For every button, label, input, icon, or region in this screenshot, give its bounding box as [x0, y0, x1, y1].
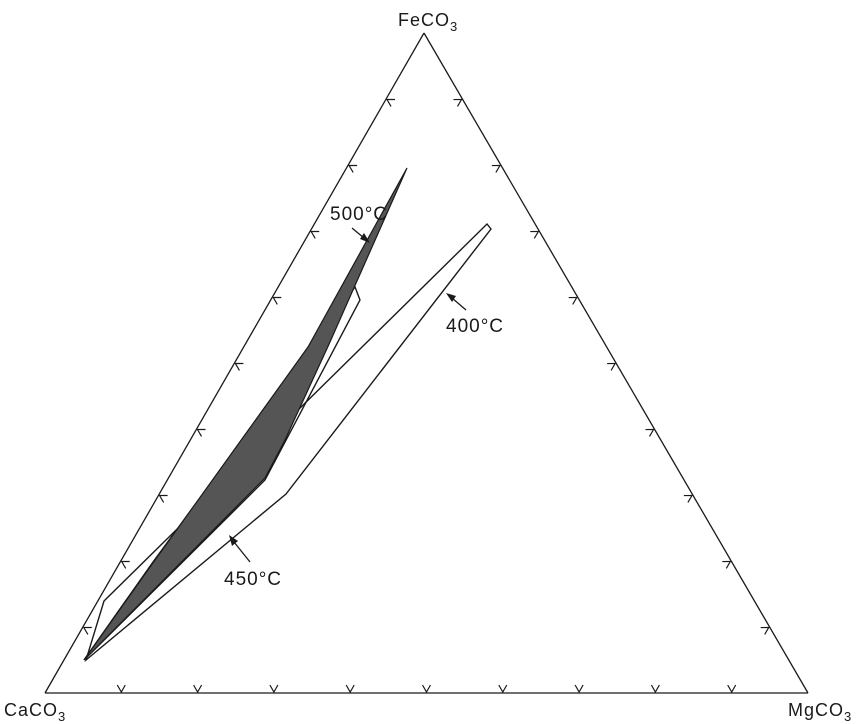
tick-left-3 — [158, 494, 168, 503]
tick-right-6 — [645, 428, 655, 437]
tick-right-1 — [453, 98, 463, 107]
tick-right-3 — [530, 230, 540, 239]
tick-left-2 — [120, 560, 130, 569]
tick-right-9 — [760, 626, 770, 635]
tick-right-5 — [607, 362, 617, 371]
label-450c-group: 450°C — [224, 535, 282, 590]
tick-base-7 — [574, 684, 584, 694]
arrow-400c-head — [446, 293, 456, 302]
tick-left-7 — [310, 230, 320, 239]
tick-left-4 — [196, 428, 206, 437]
tick-base-6 — [498, 684, 508, 694]
label-400c: 400°C — [446, 316, 504, 337]
arrow-500c-head — [360, 233, 370, 243]
tick-marks — [82, 98, 770, 694]
tick-left-1 — [82, 626, 92, 635]
field-500c — [83, 167, 408, 661]
vertex-label-caco3: CaCO3 — [4, 700, 66, 724]
tick-base-1 — [116, 684, 126, 694]
tick-base-9 — [727, 684, 737, 694]
tick-left-5 — [234, 362, 244, 371]
arrow-400c-line — [451, 297, 467, 311]
tick-base-8 — [650, 684, 660, 694]
triangle-frame — [44, 32, 809, 694]
tick-base-3 — [269, 684, 279, 694]
field-400c — [84, 222, 492, 663]
tick-right-2 — [491, 164, 501, 173]
label-450c: 450°C — [224, 569, 282, 590]
tick-left-9 — [385, 98, 396, 107]
tick-base-2 — [193, 684, 203, 694]
label-400c-group: 400°C — [446, 293, 504, 337]
tick-left-6 — [272, 296, 282, 305]
tick-right-7 — [683, 494, 693, 503]
arrow-450c-head — [229, 535, 238, 546]
vertex-label-feco3: FeCO3 — [398, 10, 458, 34]
vertex-label-mgco3: MgCO3 — [788, 700, 852, 724]
tick-base-5 — [421, 684, 432, 694]
tick-base-4 — [345, 684, 355, 694]
tick-right-8 — [722, 560, 732, 569]
label-500c-group: 500°C — [330, 204, 388, 243]
tick-left-8 — [348, 164, 358, 173]
label-500c: 500°C — [330, 204, 388, 225]
arrow-450c-line — [233, 541, 251, 563]
tick-right-4 — [568, 296, 578, 305]
